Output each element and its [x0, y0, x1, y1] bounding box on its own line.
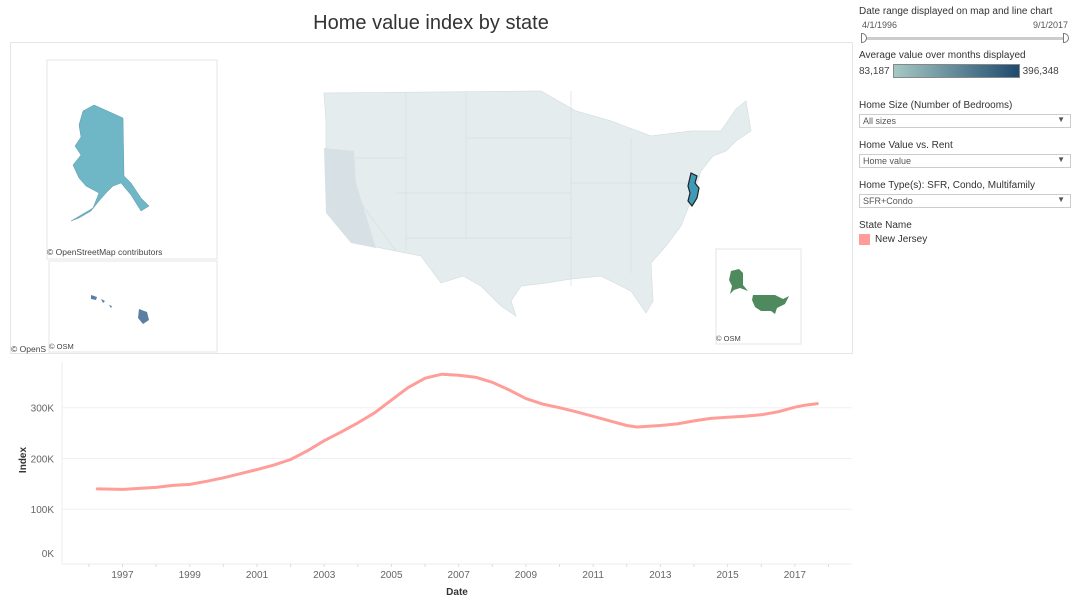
x-tick-label: 2007: [448, 570, 471, 581]
new-jersey-state[interactable]: [687, 172, 700, 208]
x-tick-label: 1999: [179, 570, 202, 581]
x-tick-label: 1997: [111, 570, 134, 581]
y-axis-title: Index: [18, 447, 29, 474]
dashboard-title: Home value index by state: [313, 12, 549, 34]
osm-credit-hawaii[interactable]: © OSM: [49, 342, 74, 351]
alaska-inset-frame: [46, 59, 218, 260]
x-tick-label: 2005: [380, 570, 403, 581]
color-legend: 83,187 396,348: [859, 64, 1071, 78]
dropdown-arrow-icon: ▼: [1057, 195, 1065, 204]
x-tick-label: 2009: [515, 570, 538, 581]
date-range-label: Date range displayed on map and line cha…: [859, 6, 1053, 17]
home-type-value: SFR+Condo: [863, 196, 913, 206]
slider-start-handle[interactable]: [861, 33, 867, 43]
y-tick-label: 200K: [31, 454, 55, 465]
x-tick-label: 2013: [649, 570, 672, 581]
california-state[interactable]: [324, 148, 376, 248]
dropdown-arrow-icon: ▼: [1057, 155, 1065, 164]
state-map[interactable]: © OpenStreetMap contributors © OpenS © O…: [10, 42, 853, 354]
x-tick-label: 2003: [313, 570, 336, 581]
y-tick-label: 0K: [42, 549, 55, 560]
date-range-end: 9/1/2017: [1032, 20, 1068, 30]
state-legend-item[interactable]: New Jersey: [859, 234, 1071, 245]
home-size-select[interactable]: All sizes ▼: [859, 114, 1071, 128]
y-tick-label: 300K: [31, 404, 55, 415]
value-vs-rent-value: Home value: [863, 156, 912, 166]
x-tick-label: 2001: [246, 570, 269, 581]
home-type-select[interactable]: SFR+Condo ▼: [859, 194, 1071, 208]
x-axis-title: Date: [446, 587, 468, 598]
state-legend-label: State Name: [859, 220, 912, 231]
series-line-new-jersey: [95, 372, 819, 491]
value-vs-rent-select[interactable]: Home value ▼: [859, 154, 1071, 168]
home-size-value: All sizes: [863, 116, 897, 126]
alaska-state[interactable]: [70, 104, 150, 222]
controls-panel: Date range displayed on map and line cha…: [859, 6, 1071, 245]
x-tick-label: 2017: [784, 570, 807, 581]
date-range-start: 4/1/1996: [862, 20, 898, 30]
home-type-label: Home Type(s): SFR, Condo, Multifamily: [859, 180, 1035, 191]
slider-end-handle[interactable]: [1063, 33, 1069, 43]
color-legend-min: 83,187: [859, 65, 890, 77]
y-tick-label: 100K: [31, 505, 55, 516]
overview-us: [752, 295, 789, 314]
color-legend-label: Average value over months displayed: [859, 50, 1026, 61]
overview-alaska: [729, 269, 748, 294]
home-size-label: Home Size (Number of Bedrooms): [859, 100, 1013, 111]
osm-credit-overview[interactable]: © OSM: [716, 334, 741, 343]
date-range-slider[interactable]: [859, 31, 1071, 45]
legend-swatch: [859, 234, 870, 245]
dropdown-arrow-icon: ▼: [1057, 115, 1065, 124]
x-tick-label: 2015: [716, 570, 739, 581]
value-vs-rent-label: Home Value vs. Rent: [859, 140, 953, 151]
hawaii-state[interactable]: [91, 295, 149, 324]
osm-credit-partial[interactable]: © OpenS: [11, 344, 47, 354]
color-gradient: [892, 64, 1020, 78]
x-tick-label: 2011: [582, 570, 604, 581]
color-legend-max: 396,348: [1022, 65, 1059, 77]
hawaii-inset-frame: [48, 260, 218, 353]
legend-item-label: New Jersey: [875, 234, 928, 245]
contiguous-us: [323, 90, 752, 317]
osm-credit[interactable]: © OpenStreetMap contributors: [47, 247, 163, 257]
overview-inset-frame: [715, 248, 802, 345]
